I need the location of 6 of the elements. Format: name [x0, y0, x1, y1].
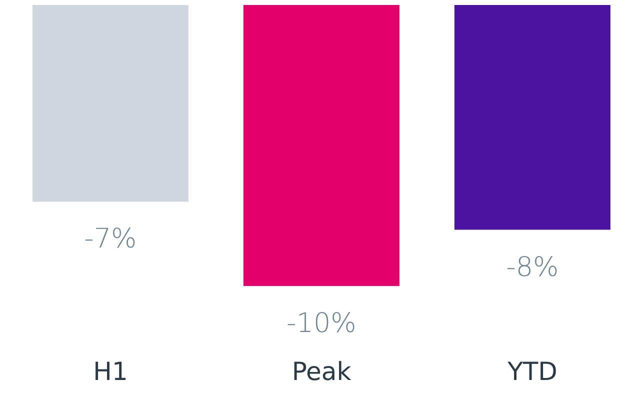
data-label: -8%	[506, 252, 559, 283]
x-tick-label: H1	[93, 357, 128, 386]
data-label: -10%	[286, 308, 356, 339]
x-tick-label: Peak	[292, 357, 352, 386]
x-tick-label: YTD	[506, 357, 558, 386]
data-label: -7%	[84, 224, 137, 255]
